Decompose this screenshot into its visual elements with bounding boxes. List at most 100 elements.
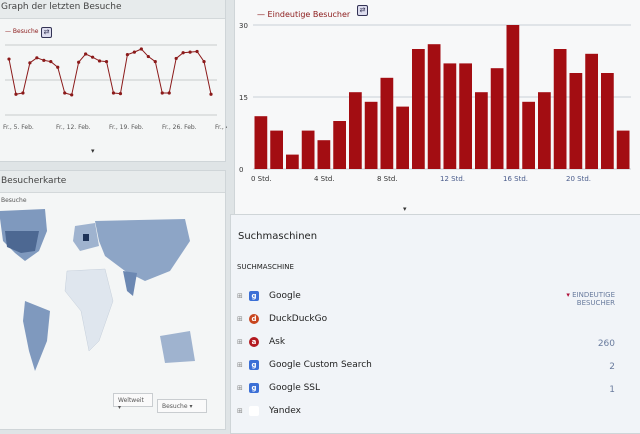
data-point [209,92,213,96]
bar [364,101,378,169]
map-usa [5,231,39,253]
column-header-engine[interactable]: SUCHMASCHINE [237,263,294,271]
expand-icon[interactable]: ⊞ [237,315,243,323]
expand-icon[interactable]: ⊞ [237,292,243,300]
map-australia [160,331,195,363]
widget-title: Graph der letzten Besuche [0,0,225,19]
expand-icon[interactable]: ⊞ [237,407,243,415]
google-icon: g [249,291,259,301]
bar [443,63,457,169]
bar [475,92,488,169]
x-tick-label: 8 Std. [377,175,398,183]
yandex-icon: Я [249,406,259,416]
series-line [8,48,212,96]
table-row[interactable]: ⊞ g Google [237,287,301,305]
data-point [56,65,60,69]
data-point [28,61,32,65]
engine-name: Ask [269,337,286,347]
bar [538,92,551,169]
x-tick-label: Fr., 12. Feb. [56,124,91,131]
x-tick-label: Fr., 19. Feb. [109,124,144,131]
data-point [14,92,18,96]
bar [317,140,331,169]
x-tick-label: 12 Std. [440,175,465,183]
data-point [49,59,53,64]
engine-name: Yandex [269,406,301,416]
region-select[interactable]: Weltweit ▾ [113,393,153,411]
unique-visitors-value: 2 [609,362,615,372]
table-row[interactable]: ⊞ Я Yandex [237,402,301,420]
widget-title: Besucherkarte [0,171,225,193]
expand-icon[interactable]: ⊞ [237,384,243,392]
bar [286,154,299,169]
expand-icon[interactable]: ⊞ [237,338,243,346]
bar [270,130,283,169]
data-point [139,47,143,51]
expand-icon[interactable]: ⊞ [237,361,243,369]
data-point [21,91,25,95]
google-icon: g [249,383,259,393]
y-tick-label: 0 [239,166,243,174]
bar [553,49,567,169]
bar-chart: 0 15 30 0 Std. 4 Std. 8 Std. 12 Std. 16 Std. 20 … [239,22,631,183]
data-point [125,53,130,57]
x-tick-label: 0 Std. [251,175,272,183]
data-point [202,59,206,64]
data-point [42,58,46,62]
metric-select[interactable]: Besuche ▾ [157,399,207,413]
map-africa [64,268,114,352]
hourly-visitors-widget: — Eindeutige Besucher ⇄ 0 15 30 0 Std. 4 Std… [234,0,640,218]
y-tick-label: 30 [239,22,248,30]
visitor-map-widget: Besucherkarte Besuche Weltweit ▾ Besuche… [0,170,226,430]
bar [301,130,315,169]
line-chart: Fr., 5. Feb. Fr., 12. Feb. Fr., 19. Feb. Fr… [3,44,227,131]
x-tick-label: Fr., 26. Feb. [162,124,197,131]
table-row[interactable]: ⊞ g Google SSL [237,379,320,397]
data-point [104,59,109,64]
column-header-unique-visitors[interactable]: ▾ EINDEUTIGE BESUCHER [566,291,615,307]
table-row[interactable]: ⊞ g Google Custom Search [237,356,372,374]
data-point [167,91,171,95]
engine-name: DuckDuckGo [269,314,328,324]
chart-type-icon[interactable]: ⇄ [41,27,52,38]
y-tick-label: 15 [239,94,248,102]
visits-graph-widget: Graph der letzten Besuche — Besuche ⇄ Fr… [0,0,227,162]
legend-visits[interactable]: — Besuche [5,28,39,35]
chart-type-icon[interactable]: ⇄ [357,5,368,16]
x-tick-label: 4 Std. [314,175,335,183]
world-map[interactable] [0,201,227,381]
collapse-arrow-icon[interactable]: ▾ [403,205,407,213]
data-point [174,56,178,61]
data-point [77,60,81,64]
map-legend: Besuche [1,197,27,204]
data-point [181,51,185,55]
data-point [35,56,39,60]
x-tick-label: Fr., 4. März [215,124,227,131]
bar [569,73,583,169]
data-point [146,54,150,59]
bar [380,77,394,169]
engine-name: Google SSL [269,383,321,393]
bar [490,68,504,169]
ask-icon: a [249,337,259,347]
table-row[interactable]: ⊞ d DuckDuckGo [237,310,327,328]
legend-unique-visitors[interactable]: — Eindeutige Besucher [257,10,351,19]
bar [412,49,425,169]
table-row[interactable]: ⊞ a Ask [237,333,285,351]
legend-label: Eindeutige Besucher [267,10,351,19]
data-point [90,55,95,59]
collapse-arrow-icon[interactable]: ▾ [91,147,95,155]
bar [506,25,520,169]
x-tick-label: 16 Std. [503,175,528,183]
data-point [111,91,116,95]
x-tick-label: Fr., 5. Feb. [3,124,34,131]
data-point [153,59,157,64]
data-point [160,91,164,95]
data-point [195,49,199,54]
bar [459,63,472,169]
data-point [132,50,136,54]
google-icon: g [249,360,259,370]
map-asia [95,219,190,281]
bar [601,73,614,169]
data-point [7,57,11,61]
